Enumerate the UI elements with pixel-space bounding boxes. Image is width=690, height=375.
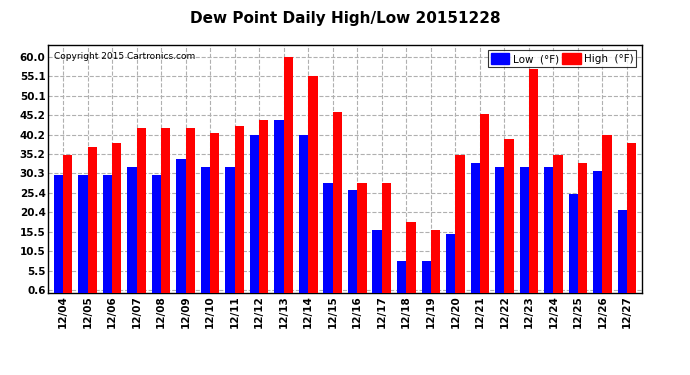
Bar [422, 261, 431, 292]
Bar [553, 155, 563, 292]
Bar [569, 194, 578, 292]
Bar [446, 234, 455, 292]
Bar [152, 175, 161, 292]
Bar [284, 57, 293, 292]
Bar [54, 175, 63, 292]
Bar [235, 126, 244, 292]
Bar [324, 183, 333, 292]
Bar [627, 143, 636, 292]
Bar [127, 167, 137, 292]
Bar [186, 128, 195, 292]
Bar [357, 183, 366, 292]
Bar [618, 210, 627, 292]
Bar [495, 167, 504, 292]
Bar [299, 135, 308, 292]
Bar [504, 139, 513, 292]
Bar [406, 222, 415, 292]
Bar [78, 175, 88, 292]
Bar [275, 120, 284, 292]
Bar [455, 155, 464, 292]
Bar [63, 155, 72, 292]
Text: Dew Point Daily High/Low 20151228: Dew Point Daily High/Low 20151228 [190, 11, 500, 26]
Bar [161, 128, 170, 292]
Bar [431, 230, 440, 292]
Bar [201, 167, 210, 292]
Bar [250, 135, 259, 292]
Bar [471, 163, 480, 292]
Bar [226, 167, 235, 292]
Bar [210, 134, 219, 292]
Bar [593, 171, 602, 292]
Text: Copyright 2015 Cartronics.com: Copyright 2015 Cartronics.com [55, 53, 195, 62]
Bar [137, 128, 146, 292]
Bar [308, 76, 317, 292]
Bar [382, 183, 391, 292]
Bar [259, 120, 268, 292]
Bar [88, 147, 97, 292]
Legend: Low  (°F), High  (°F): Low (°F), High (°F) [488, 50, 636, 68]
Bar [373, 230, 382, 292]
Bar [177, 159, 186, 292]
Bar [333, 112, 342, 292]
Bar [112, 143, 121, 292]
Bar [578, 163, 587, 292]
Bar [602, 135, 612, 292]
Bar [397, 261, 406, 292]
Bar [529, 69, 538, 292]
Bar [348, 190, 357, 292]
Bar [544, 167, 553, 292]
Bar [103, 175, 112, 292]
Bar [520, 167, 529, 292]
Bar [480, 114, 489, 292]
